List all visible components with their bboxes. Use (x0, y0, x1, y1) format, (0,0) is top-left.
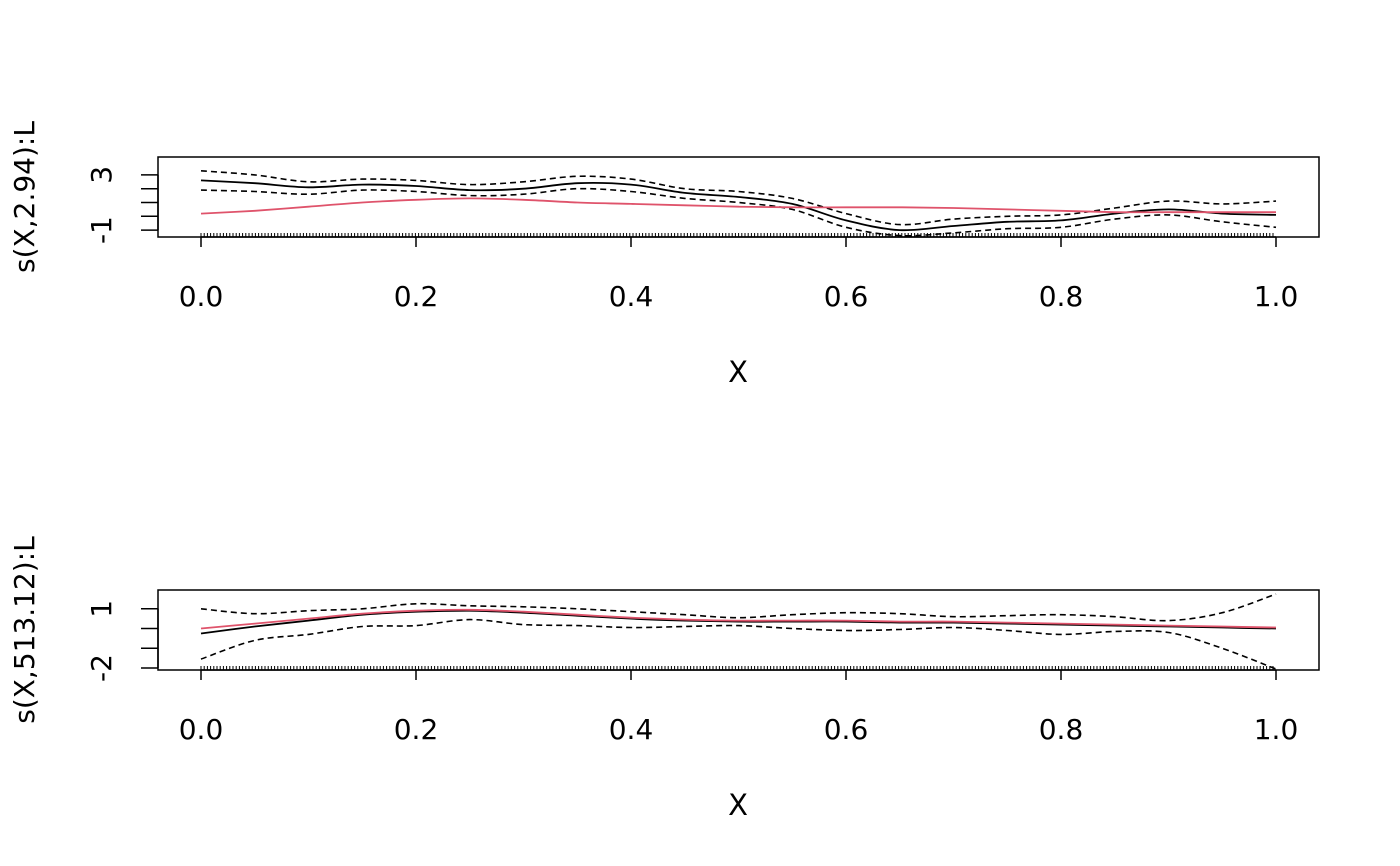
x-tick-label: 0.4 (609, 280, 654, 313)
series-line-true (200, 197, 1276, 215)
plot-area-top: 0.0 0.2 0.4 0.6 0.8 1.0 -1 3 (85, 166, 1298, 313)
y-axis-title-bottom: s(X,513.12):L (8, 536, 41, 724)
series-line-true (200, 608, 1277, 630)
x-tick-label: 0.6 (824, 713, 869, 746)
panel-bottom: 0.0 0.2 0.4 0.6 0.8 1.0 -2 1 X s(X,513.12):L (8, 536, 1320, 822)
y-tick-label: 1 (85, 600, 118, 618)
series-line-estimate (200, 179, 1277, 232)
series-line-estimate (200, 609, 1277, 635)
x-tick-label: 1.0 (1254, 713, 1299, 746)
x-tick-label: 0.6 (824, 280, 869, 313)
plot-area-bottom: 0.0 0.2 0.4 0.6 0.8 1.0 -2 1 (85, 593, 1299, 746)
x-axis-title-bottom: X (728, 788, 748, 822)
x-axis-title-top: X (728, 355, 748, 389)
x-tick-label: 0.4 (609, 713, 654, 746)
y-tick-label: -2 (85, 654, 118, 682)
y-tick-label: 3 (85, 166, 118, 184)
x-tick-label: 0.0 (179, 713, 224, 746)
series-line-upper (200, 593, 1277, 622)
x-tick-label: 1.0 (1254, 280, 1299, 313)
series-line-upper (200, 170, 1277, 226)
y-axis-title-top: s(X,2.94):L (8, 121, 41, 273)
rug-marks (200, 666, 1274, 670)
x-tick-label: 0.8 (1039, 280, 1084, 313)
series-line-lower (200, 618, 1277, 670)
series-line-lower (200, 187, 1277, 237)
x-tick-label: 0.8 (1039, 713, 1084, 746)
x-tick-label: 0.2 (394, 280, 439, 313)
x-tick-label: 0.2 (394, 713, 439, 746)
panel-top: 0.0 0.2 0.4 0.6 0.8 1.0 -1 3 X s(X,2.94):L (8, 121, 1320, 389)
x-tick-label: 0.0 (179, 280, 224, 313)
y-tick-label: -1 (85, 216, 118, 244)
